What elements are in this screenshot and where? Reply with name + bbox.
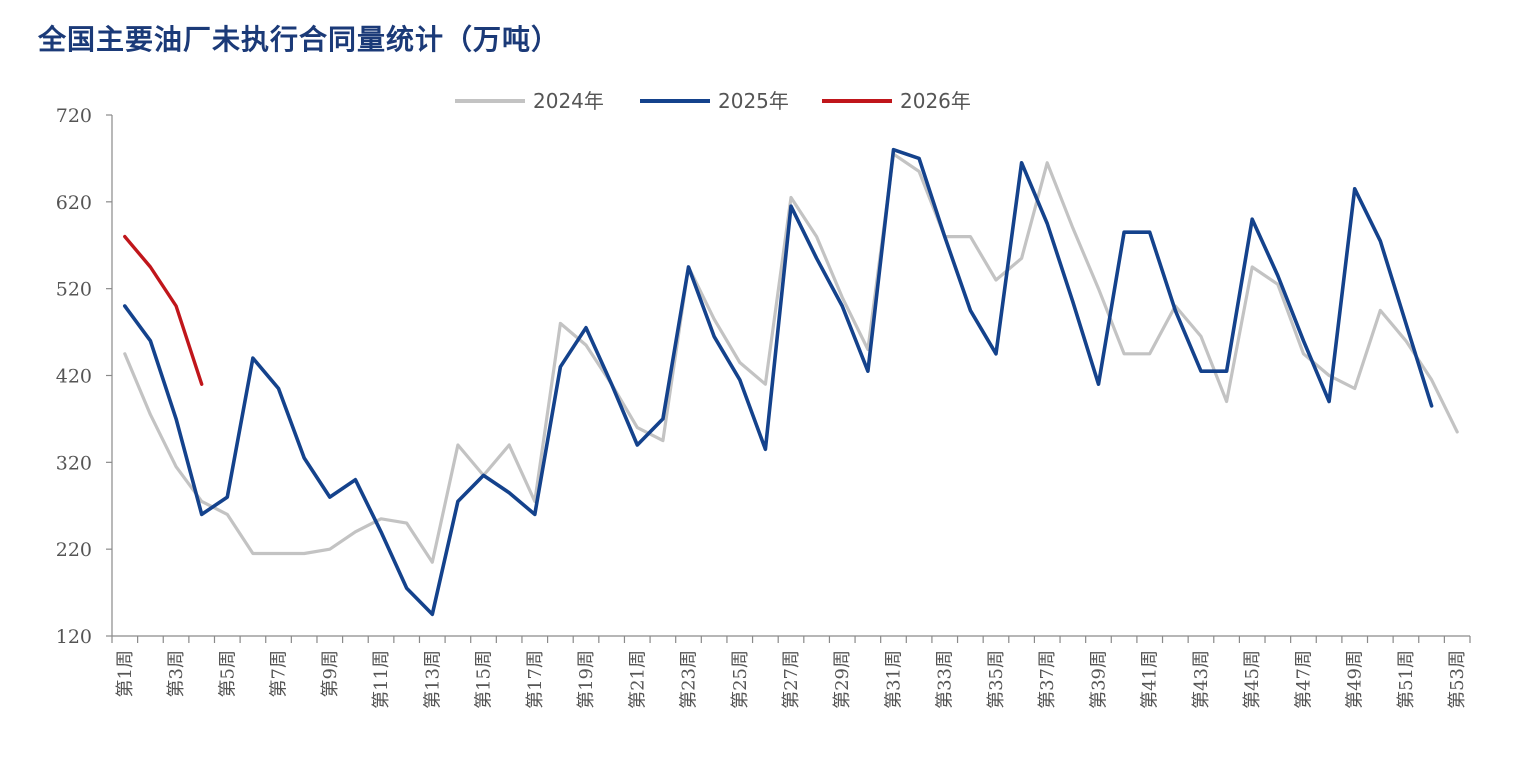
series-layer: [123, 147, 1459, 617]
x-tick-label: 第35周: [986, 650, 1007, 709]
x-tick-label: 第49周: [1345, 650, 1366, 709]
x-tick-label: 第41周: [1140, 650, 1161, 709]
x-axis: 第1周 第3周 第5周 第7周 第9周 第11周 第13周 第15周 第17周 第19周 第21周 第…: [111, 635, 1471, 709]
y-tick-label: 420: [56, 366, 92, 388]
x-tick-label: 第7周: [269, 650, 290, 697]
legend: 2024年 2025年 2026年: [455, 89, 971, 113]
x-tick-label: 第11周: [371, 650, 392, 709]
x-tick-label: 第47周: [1293, 650, 1314, 709]
x-tick-label: 第43周: [1191, 650, 1212, 709]
y-axis: 120 220 320 420 520 620 720: [56, 105, 113, 648]
y-tick-label: 620: [56, 192, 92, 214]
x-tick-label: 第9周: [320, 650, 341, 697]
x-tick-label: 第31周: [883, 650, 904, 709]
x-tick-label: 第1周: [115, 650, 136, 697]
y-tick-label: 120: [56, 626, 92, 648]
x-tick-label: 第51周: [1396, 650, 1417, 709]
x-tick-label: 第45周: [1242, 650, 1263, 709]
x-tick-label: 第23周: [679, 650, 700, 709]
x-tick-label: 第29周: [832, 650, 853, 709]
x-tick-label: 第19周: [576, 650, 597, 709]
series-line-0: [123, 152, 1459, 564]
x-tick-label: 第39周: [1088, 650, 1109, 709]
legend-label-2: 2026年: [900, 89, 971, 113]
legend-label-0: 2024年: [533, 89, 604, 113]
chart-title: 全国主要油厂未执行合同量统计（万吨）: [38, 23, 561, 56]
x-tick-label: 第3周: [166, 650, 187, 697]
y-tick-label: 720: [56, 105, 92, 127]
x-tick-label: 第21周: [627, 650, 648, 709]
legend-label-1: 2025年: [718, 89, 789, 113]
x-tick-label: 第25周: [730, 650, 751, 709]
x-tick-label: 第37周: [1037, 650, 1058, 709]
x-tick-label: 第15周: [474, 650, 495, 709]
y-tick-label: 220: [56, 539, 92, 561]
x-tick-label: 第33周: [935, 650, 956, 709]
x-tick-label: 第27周: [781, 650, 802, 709]
series-line-1: [123, 147, 1434, 617]
y-tick-label: 320: [56, 452, 92, 474]
x-tick-label: 第5周: [217, 650, 238, 697]
series-line-2: [123, 234, 204, 386]
x-tick-label: 第13周: [422, 650, 443, 709]
x-tick-label: 第53周: [1447, 650, 1468, 709]
x-tick-label: 第17周: [525, 650, 546, 709]
y-tick-label: 520: [56, 279, 92, 301]
